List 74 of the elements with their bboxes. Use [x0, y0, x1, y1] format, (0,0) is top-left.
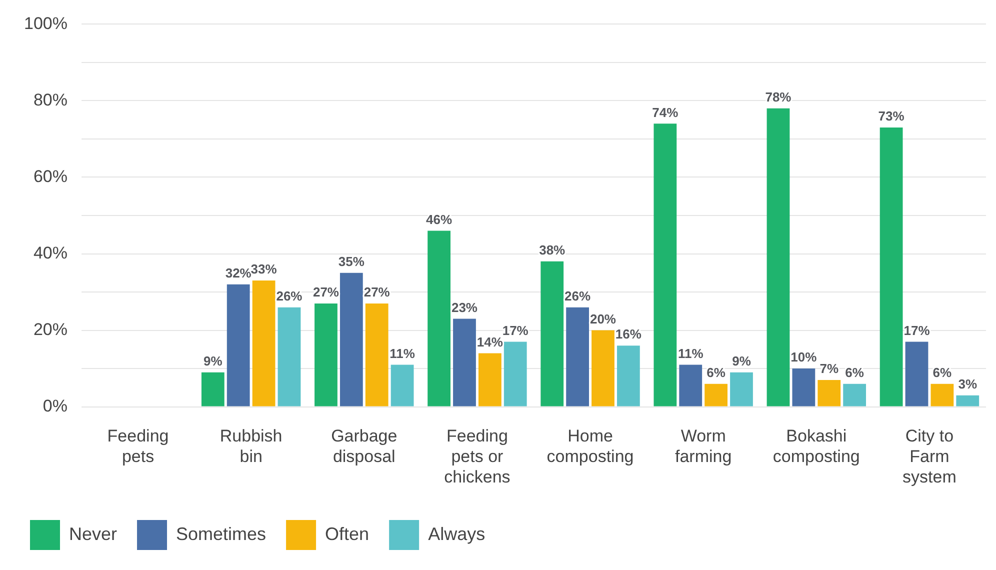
- x-tick-label: Garbage disposal: [331, 426, 398, 466]
- data-label: 11%: [390, 346, 416, 361]
- data-label: 20%: [590, 311, 616, 326]
- legend-label: Never: [69, 524, 118, 544]
- legend-label: Often: [325, 524, 370, 544]
- bar: [540, 261, 564, 406]
- bar: [314, 304, 338, 406]
- data-label: 23%: [451, 300, 478, 315]
- data-label: 3%: [958, 376, 978, 392]
- data-label: 14%: [476, 334, 504, 350]
- data-label: 33%: [250, 262, 278, 277]
- data-label: 38%: [539, 242, 566, 258]
- data-label: 32%: [225, 265, 252, 280]
- y-tick-label: 20%: [33, 320, 68, 339]
- x-tick-label: Home composting: [546, 426, 634, 466]
- y-tick-label: 40%: [33, 243, 68, 262]
- data-label: 78%: [765, 89, 792, 104]
- bar: [616, 346, 640, 406]
- data-label: 10%: [790, 350, 818, 365]
- data-label: 26%: [276, 288, 303, 304]
- data-label: 7%: [820, 361, 839, 376]
- data-label: 6%: [845, 364, 864, 380]
- bar: [679, 364, 702, 406]
- y-tick-label: 0%: [42, 396, 68, 416]
- data-label: 26%: [564, 288, 591, 304]
- bar: [818, 380, 841, 406]
- bar: [478, 353, 502, 406]
- bar: [843, 384, 866, 406]
- x-tick-label: City to Farm system: [902, 426, 956, 486]
- bar: [390, 364, 414, 406]
- data-label: 17%: [502, 322, 529, 338]
- data-label: 16%: [615, 326, 642, 342]
- bar: [654, 124, 677, 406]
- data-label: 27%: [364, 284, 390, 300]
- x-tick-label: Rubbish bin: [220, 426, 282, 466]
- bar: [766, 108, 790, 406]
- data-label: 46%: [426, 212, 452, 227]
- bar: [592, 330, 614, 406]
- bar: [201, 372, 224, 406]
- x-tick-label: Bokashi composting: [772, 426, 860, 466]
- data-label: 11%: [678, 346, 704, 361]
- bar: [278, 307, 301, 406]
- x-tick-label: Feeding pets: [107, 426, 169, 466]
- bar: [340, 272, 363, 406]
- bar: [428, 230, 450, 406]
- bar: [956, 395, 980, 406]
- data-label: 74%: [652, 104, 679, 120]
- legend-label: Sometimes: [176, 524, 266, 544]
- data-label: 6%: [932, 364, 952, 380]
- data-label: 9%: [732, 353, 752, 368]
- data-label: 73%: [878, 108, 905, 124]
- bar: [453, 318, 476, 406]
- bar: [930, 384, 954, 406]
- y-tick-label: 60%: [33, 166, 68, 186]
- bar: [905, 342, 928, 406]
- x-tick-label: Feeding pets or chickens: [444, 426, 510, 486]
- y-tick-label: 100%: [24, 14, 68, 33]
- data-label: 35%: [338, 254, 365, 269]
- data-label: 27%: [312, 284, 340, 300]
- bar: [504, 342, 527, 406]
- y-tick-label: 80%: [33, 90, 68, 110]
- legend-label: Always: [428, 524, 486, 544]
- data-label: 6%: [706, 364, 726, 380]
- bar: [704, 384, 728, 406]
- bar: [365, 304, 388, 406]
- bar: [566, 307, 589, 406]
- bar: [880, 128, 903, 406]
- bar: [730, 372, 753, 406]
- bar: [226, 284, 250, 406]
- bar: [252, 280, 276, 406]
- bar: [792, 368, 816, 406]
- data-label: 17%: [904, 322, 930, 338]
- data-label: 9%: [204, 353, 223, 368]
- x-tick-label: Worm farming: [674, 426, 732, 466]
